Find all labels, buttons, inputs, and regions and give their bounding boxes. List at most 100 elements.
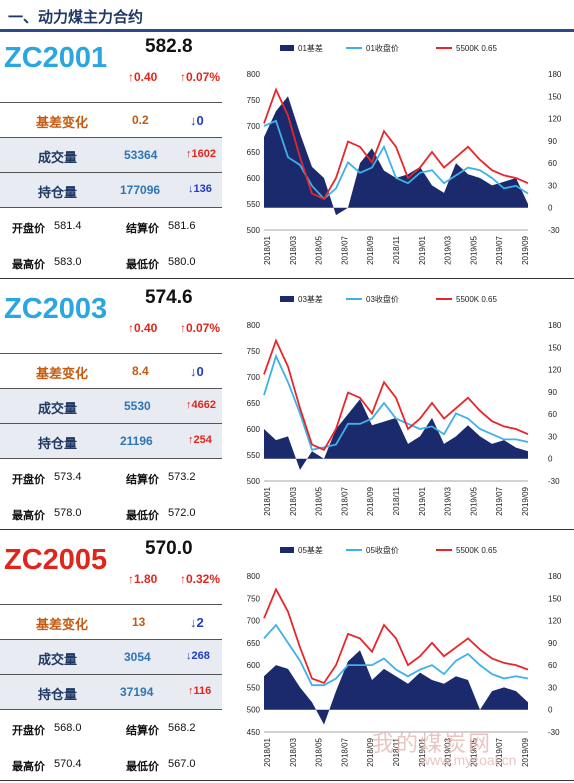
basis-change: ↓2 [190,615,204,630]
x-tick-label: 2018/11 [392,235,401,264]
contract-block: ZC2003 574.6 ↑0.40 ↑0.07% 基差变化 8.4 ↓0 成交… [0,285,574,530]
y-tick-label-left: 550 [247,200,261,209]
open-interest-row: 持仓量 21196 ↑254 [0,423,222,458]
ohlc-block: 开盘价 568.0 结算价 568.2 最高价 570.4 最低价 567.0 [0,709,222,781]
basis-chart: 01基差 01收盘价 5500K 0.65 500 550 600 650 700 750 800… [236,34,574,279]
legend-label: 01基差 [298,43,323,53]
price-change-percent: ↑0.07% [180,70,221,84]
basis-value: 13 [132,615,146,629]
x-tick-label: 2018/07 [340,486,349,515]
volume-row: 成交量 3054 ↓268 [0,639,222,674]
x-tick-label: 2018/09 [366,737,375,766]
y-tick-label-left: 700 [247,122,261,131]
y-tick-label-right: 150 [548,92,562,101]
y-tick-label-left: 600 [247,174,261,183]
contract-panel: ZC2003 574.6 ↑0.40 ↑0.07% 基差变化 8.4 ↓0 成交… [0,285,236,530]
y-tick-label-left: 750 [247,96,261,105]
close-price-line [263,623,529,687]
volume-row: 成交量 5530 ↑4662 [0,388,222,423]
x-tick-label: 2018/07 [340,235,349,264]
x-tick-label: 2019/07 [495,486,504,515]
basis-label: 基差变化 [36,115,89,130]
basis-chart: 03基差 03收盘价 5500K 0.65 500 550 600 650 700 750 800… [236,285,574,530]
legend-swatch [280,296,294,302]
y-tick-label-right: 0 [548,706,553,715]
y-tick-label-left: 550 [247,451,261,460]
y-tick-label-left: 600 [247,661,261,670]
x-tick-label: 2018/11 [392,486,401,515]
price-change: ↑1.80 [128,572,158,586]
contract-panel: ZC2001 582.8 ↑0.40 ↑0.07% 基差变化 0.2 ↓0 成交… [0,34,236,279]
y-tick-label-right: 90 [548,388,557,397]
x-tick-label: 2018/03 [289,486,298,515]
y-tick-label-right: 60 [548,661,557,670]
x-tick-label: 2018/07 [340,737,349,766]
y-tick-label-left: 650 [247,639,261,648]
x-tick-label: 2018/01 [263,737,272,766]
price-change: ↑0.40 [128,321,158,335]
y-tick-label-left: 750 [247,594,261,603]
open-interest-row: 持仓量 37194 ↑116 [0,674,222,709]
volume-value: 3054 [124,650,151,664]
volume-change: ↑1602 [186,148,216,160]
basis-chart: 05基差 05收盘价 5500K 0.65 450 500 550 600 650 700 750… [236,536,574,781]
basis-value: 8.4 [132,364,149,378]
y-tick-label-right: 120 [548,366,562,375]
x-tick-label: 2018/11 [392,737,401,766]
contract-code: ZC2001 [4,42,108,74]
volume-value: 53364 [124,148,158,162]
y-tick-label-right: 0 [548,455,553,464]
y-tick-label-right: 180 [548,70,562,79]
spot-price-line [263,87,529,200]
x-tick-label: 2019/05 [469,486,478,515]
y-tick-label-right: 30 [548,181,557,190]
contract-block: ZC2001 582.8 ↑0.40 ↑0.07% 基差变化 0.2 ↓0 成交… [0,34,574,279]
header-divider [0,29,574,32]
ohlc-block: 开盘价 581.4 结算价 581.6 最高价 583.0 最低价 580.0 [0,207,222,279]
y-tick-label-right: 30 [548,683,557,692]
y-tick-label-left: 800 [247,321,261,330]
x-tick-label: 2019/07 [495,235,504,264]
y-tick-label-right: 90 [548,639,557,648]
x-tick-label: 2019/09 [521,737,530,766]
legend-label: 01收盘价 [366,43,399,53]
open-interest-change: ↑254 [188,434,212,446]
x-tick-label: 2019/03 [444,486,453,515]
last-price: 582.8 [145,36,193,57]
open-interest-value: 37194 [120,685,154,699]
y-tick-label-right: 180 [548,321,562,330]
legend-label: 05基差 [298,545,323,555]
y-tick-label-right: 120 [548,617,562,626]
y-tick-label-left: 550 [247,683,261,692]
x-tick-label: 2018/05 [315,737,324,766]
y-tick-label-left: 800 [247,70,261,79]
contract-block: ZC2005 570.0 ↑1.80 ↑0.32% 基差变化 13 ↓2 成交量… [0,536,574,781]
block-divider [0,780,574,781]
contract-panel: ZC2005 570.0 ↑1.80 ↑0.32% 基差变化 13 ↓2 成交量… [0,536,236,781]
basis-change: ↓0 [190,113,204,128]
open-interest-value: 177096 [120,183,161,197]
x-tick-label: 2018/01 [263,486,272,515]
chart-svg: 03基差 03收盘价 5500K 0.65500550600650700750800… [247,294,562,516]
y-tick-label-right: 30 [548,432,557,441]
open-interest-value: 21196 [120,434,153,448]
section-header: 一、动力煤主力合约 [0,0,574,34]
close-price-line [263,353,529,451]
x-tick-label: 2019/01 [418,737,427,766]
y-tick-label-left: 750 [247,347,261,356]
legend-label: 03收盘价 [366,294,399,304]
y-tick-label-right: 120 [548,115,562,124]
x-tick-label: 2018/01 [263,235,272,264]
y-tick-label-right: -30 [548,226,560,235]
last-price: 574.6 [145,287,193,308]
x-tick-label: 2019/09 [521,486,530,515]
x-tick-label: 2019/05 [469,737,478,766]
volume-value: 5530 [124,399,151,413]
legend-swatch [280,45,294,51]
y-tick-label-left: 650 [247,399,261,408]
block-divider [0,529,574,530]
x-tick-label: 2019/05 [469,235,478,264]
y-tick-label-right: 180 [548,572,562,581]
x-tick-label: 2019/03 [444,737,453,766]
legend-label: 5500K 0.65 [456,295,497,304]
